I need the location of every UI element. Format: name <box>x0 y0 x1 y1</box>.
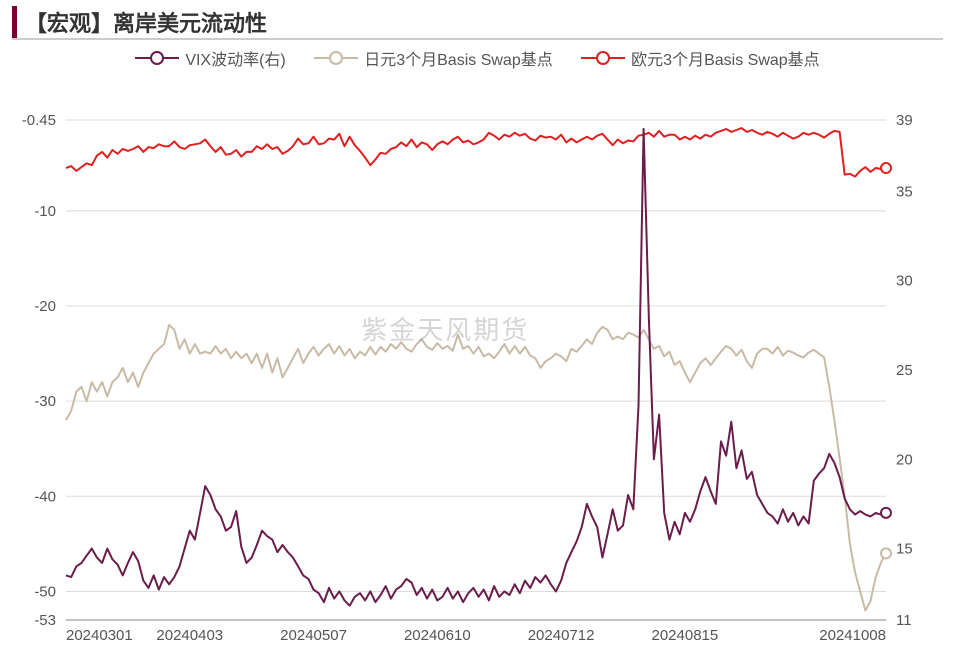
plot-area: -0.45-10-20-30-40-50-5339353025201511202… <box>66 120 886 620</box>
svg-text:-10: -10 <box>34 203 56 220</box>
svg-text:-50: -50 <box>34 583 56 600</box>
svg-text:11: 11 <box>896 612 912 629</box>
svg-text:39: 39 <box>896 112 913 129</box>
legend-item-vix: VIX波动率(右) <box>135 46 285 70</box>
plot-svg: -0.45-10-20-30-40-50-5339353025201511202… <box>66 120 886 620</box>
svg-text:20240610: 20240610 <box>404 627 471 644</box>
chart-title: 【宏观】离岸美元流动性 <box>12 6 267 38</box>
legend-label: 欧元3个月Basis Swap基点 <box>631 46 820 70</box>
legend: VIX波动率(右) 日元3个月Basis Swap基点 欧元3个月Basis S… <box>0 46 955 70</box>
svg-text:-0.45: -0.45 <box>22 112 56 129</box>
legend-label: 日元3个月Basis Swap基点 <box>364 46 553 70</box>
svg-text:20240507: 20240507 <box>280 627 347 644</box>
svg-text:20241008: 20241008 <box>819 627 886 644</box>
svg-text:30: 30 <box>896 273 913 290</box>
svg-text:-20: -20 <box>34 298 56 315</box>
legend-item-eur: 欧元3个月Basis Swap基点 <box>581 46 820 70</box>
title-underline <box>12 38 943 40</box>
svg-text:35: 35 <box>896 183 913 200</box>
svg-text:15: 15 <box>896 541 913 558</box>
svg-text:20240815: 20240815 <box>651 627 718 644</box>
svg-text:-40: -40 <box>34 488 56 505</box>
chart-container: 【宏观】离岸美元流动性 VIX波动率(右) 日元3个月Basis Swap基点 … <box>0 0 955 661</box>
svg-text:20: 20 <box>896 451 913 468</box>
svg-text:20240712: 20240712 <box>528 627 595 644</box>
legend-swatch-vix <box>135 57 179 59</box>
svg-text:25: 25 <box>896 362 913 379</box>
svg-text:-30: -30 <box>34 393 56 410</box>
legend-swatch-eur <box>581 57 625 59</box>
legend-label: VIX波动率(右) <box>185 46 285 70</box>
svg-text:-53: -53 <box>34 612 56 629</box>
svg-text:20240301: 20240301 <box>66 627 133 644</box>
svg-text:20240403: 20240403 <box>156 627 223 644</box>
legend-item-jpy: 日元3个月Basis Swap基点 <box>314 46 553 70</box>
legend-swatch-jpy <box>314 57 358 59</box>
